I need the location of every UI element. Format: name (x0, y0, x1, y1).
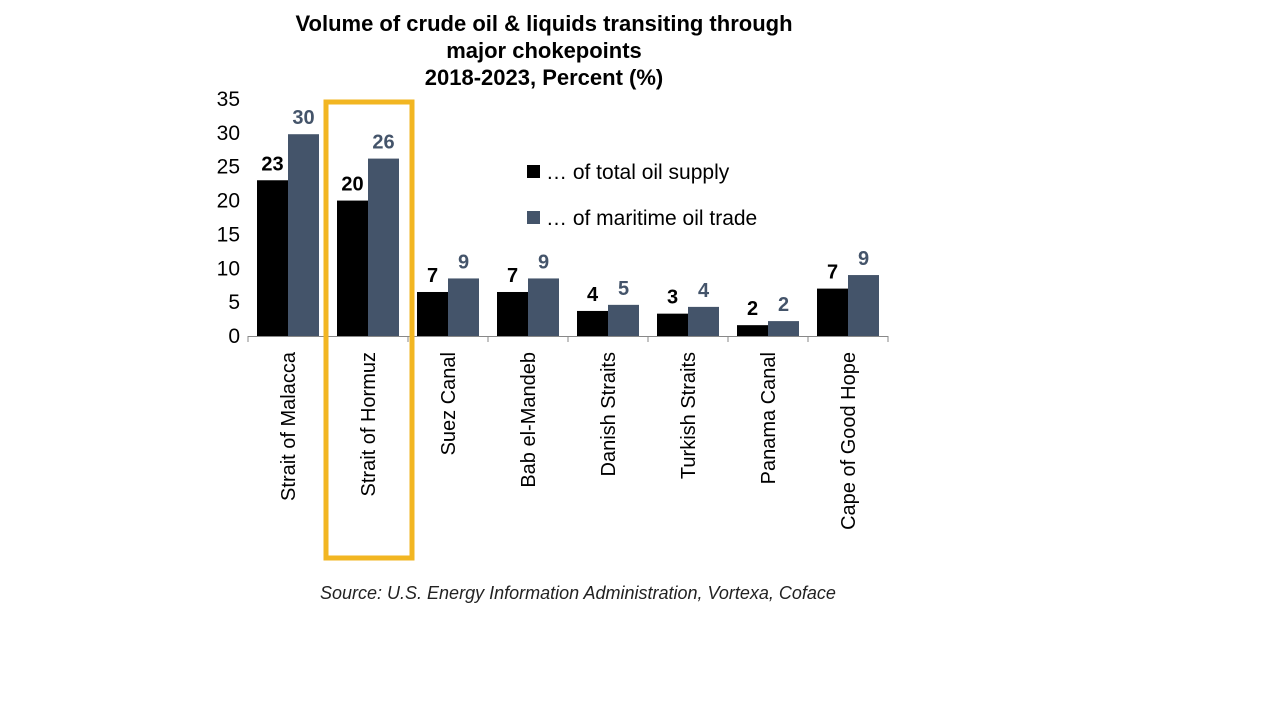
x-category-label: Strait of Malacca (278, 351, 300, 501)
bars (257, 134, 879, 336)
highlight-box (323, 99, 415, 561)
x-axis: Strait of Malacca Strait of Hormuz Suez Ca… (247, 336, 889, 530)
source-note: Source: U.S. Energy Information Administ… (320, 583, 836, 603)
data-label: 9 (858, 248, 869, 270)
x-category-label: Strait of Hormuz (358, 352, 380, 496)
data-label: 2 (747, 298, 758, 320)
bar-maritime-trade (848, 275, 879, 336)
legend-swatch (527, 165, 540, 178)
chart-title: Volume of crude oil & liquids transiting… (295, 11, 792, 90)
x-category-label: Danish Straits (598, 352, 620, 477)
y-tick-label: 30 (217, 122, 240, 145)
legend-swatch (527, 211, 540, 224)
bar-total-supply (497, 291, 528, 336)
chart-title-line: 2018-2023, Percent (%) (425, 65, 663, 90)
y-tick-label: 15 (217, 223, 240, 246)
x-category-label: Bab el-Mandeb (518, 352, 540, 488)
legend-label: … of total oil supply (546, 161, 730, 184)
y-tick-label: 0 (228, 325, 240, 348)
y-tick-label: 25 (217, 156, 240, 179)
bar-maritime-trade (528, 278, 559, 336)
data-label: 20 (341, 174, 363, 196)
data-label: 4 (698, 280, 710, 302)
bar-maritime-trade (688, 306, 719, 336)
bar-total-supply (337, 200, 368, 336)
bar-total-supply (577, 310, 608, 336)
chart-title-line: major chokepoints (446, 38, 642, 63)
y-axis: 0 5 10 15 20 25 30 35 (217, 88, 240, 348)
data-label: 3 (667, 287, 678, 309)
data-label: 26 (372, 132, 394, 154)
x-category-label: Suez Canal (438, 352, 460, 455)
y-tick-label: 35 (217, 88, 240, 111)
y-tick-label: 20 (217, 190, 240, 213)
bar-maritime-trade (768, 321, 799, 336)
data-label: 23 (261, 153, 283, 175)
bar-total-supply (657, 313, 688, 336)
bar-total-supply (817, 288, 848, 336)
y-tick-label: 5 (228, 291, 240, 314)
data-label: 9 (458, 251, 469, 273)
data-label: 4 (587, 284, 599, 306)
y-tick-label: 10 (217, 257, 240, 280)
data-label: 7 (427, 265, 438, 287)
x-category-label: Turkish Straits (678, 352, 700, 479)
bar-total-supply (737, 325, 768, 336)
x-category-label: Cape of Good Hope (838, 352, 860, 530)
chart-title-line: Volume of crude oil & liquids transiting… (295, 11, 792, 36)
data-label: 9 (538, 251, 549, 273)
bar-maritime-trade (288, 134, 319, 336)
x-category-label: Panama Canal (758, 352, 780, 484)
data-label: 5 (618, 278, 629, 300)
highlight-rectangle (323, 99, 415, 561)
data-label: 2 (778, 294, 789, 316)
data-label: 7 (827, 262, 838, 284)
bar-maritime-trade (608, 304, 639, 336)
data-label: 30 (292, 107, 314, 129)
bar-maritime-trade (448, 278, 479, 336)
legend: … of total oil supply … of maritime oil t… (527, 161, 757, 230)
bar-total-supply (257, 180, 288, 336)
bar-total-supply (417, 291, 448, 336)
data-label: 7 (507, 265, 518, 287)
bar-maritime-trade (368, 158, 399, 336)
legend-label: … of maritime oil trade (546, 207, 757, 230)
